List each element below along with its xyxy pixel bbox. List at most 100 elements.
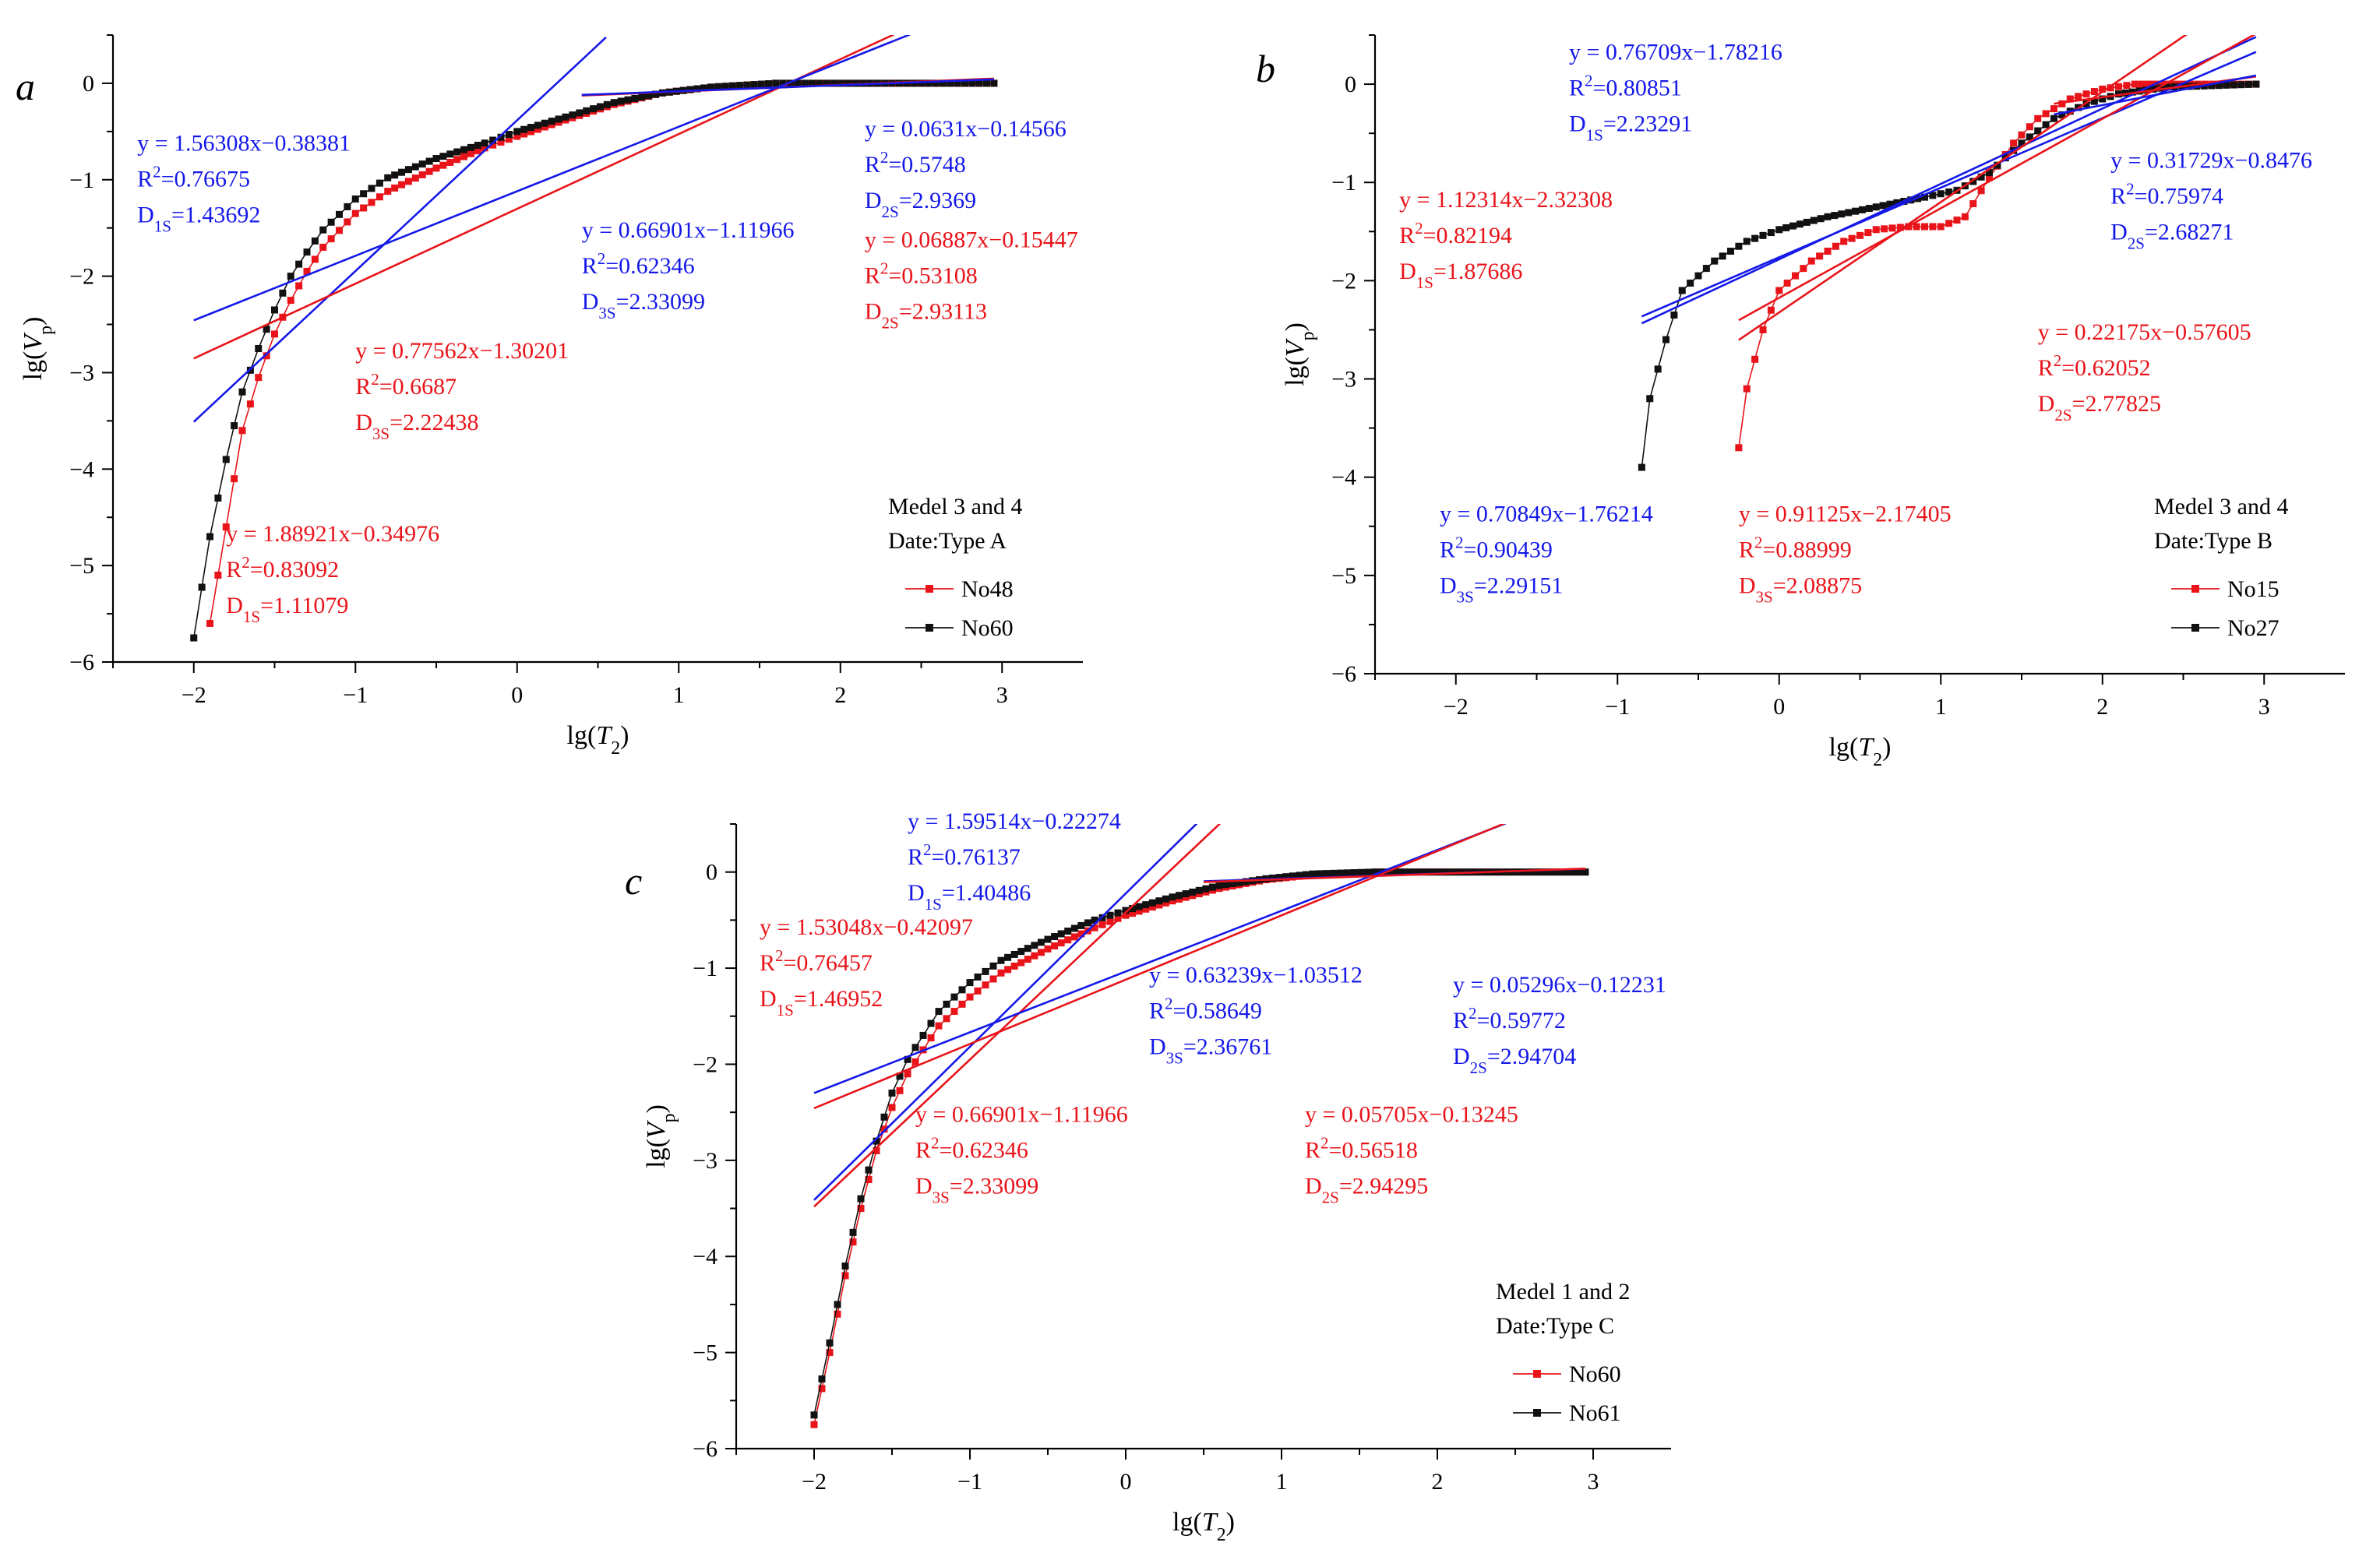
y-axis-title-group: lg(Vp) <box>1281 322 1318 386</box>
fit-equation: y = 0.76709x−1.78216 <box>1569 40 1782 65</box>
data-point-no15 <box>1921 223 1928 231</box>
data-point-no61 <box>1546 868 1554 876</box>
data-point-no61 <box>1448 868 1456 876</box>
data-point-no60 <box>263 326 270 333</box>
data-point-no61 <box>1229 879 1236 887</box>
fit-line-blue-2 <box>193 35 911 322</box>
x-tick-label: −1 <box>343 682 368 708</box>
y-tick-label: −6 <box>69 650 94 675</box>
data-point-no60 <box>925 79 933 87</box>
fit-annotation: y = 0.0631x−0.14566 R2=0.5748 D2S=2.9369 <box>865 116 1067 221</box>
data-point-no60 <box>940 79 947 87</box>
data-point-no48 <box>467 150 474 157</box>
plot-area <box>810 824 1589 1428</box>
data-point-no15 <box>2145 80 2153 88</box>
data-point-no48 <box>391 184 399 192</box>
data-point-no48 <box>295 282 303 290</box>
data-point-no60 <box>446 150 454 158</box>
data-point-no60 <box>958 1000 966 1008</box>
x-tick-label: −1 <box>1605 694 1630 720</box>
series-line-no15 <box>1738 83 2256 448</box>
data-point-no15 <box>2099 85 2107 93</box>
data-point-no61 <box>927 1019 935 1027</box>
data-point-no60 <box>954 79 961 87</box>
data-point-no60 <box>818 1385 826 1393</box>
data-point-no60 <box>1017 959 1025 967</box>
data-point-no61 <box>1148 899 1156 907</box>
data-point-no48 <box>287 297 294 305</box>
fractal-dimension: D3S=2.29151 <box>1440 572 1563 606</box>
data-point-no15 <box>1977 187 1985 195</box>
x-tick-label: −2 <box>1444 694 1469 720</box>
data-point-no15 <box>1759 326 1767 333</box>
data-point-no60 <box>311 237 319 245</box>
data-point-no61 <box>935 1008 943 1016</box>
fit-line-blue-0 <box>192 37 607 423</box>
data-point-no15 <box>2058 100 2066 107</box>
y-tick-label: −4 <box>693 1244 718 1269</box>
data-point-no60 <box>927 1034 935 1042</box>
data-point-no61 <box>1017 948 1025 956</box>
data-point-no60 <box>336 210 343 218</box>
y-tick-label: −5 <box>693 1340 718 1366</box>
y-tick-label: −3 <box>69 360 94 386</box>
r-squared: R2=0.90439 <box>1440 533 1553 562</box>
data-point-no48 <box>311 255 319 263</box>
data-point-no27 <box>2149 85 2157 93</box>
x-tick-label: 1 <box>673 682 685 708</box>
data-point-no61 <box>1037 938 1045 946</box>
fractal-dimension: D3S=2.36761 <box>1149 1034 1272 1068</box>
fit-equation: y = 0.0631x−0.14566 <box>865 116 1067 142</box>
data-point-no61 <box>919 1031 927 1039</box>
data-point-no60 <box>1091 924 1098 931</box>
data-point-no60 <box>631 94 639 102</box>
data-point-no61 <box>1236 879 1243 886</box>
data-point-no61 <box>1330 869 1338 877</box>
data-point-no60 <box>295 260 303 268</box>
fit-line-blue-5 <box>2054 74 2257 116</box>
data-point-no60 <box>1064 936 1072 944</box>
data-point-no27 <box>2142 86 2150 94</box>
data-point-no61 <box>958 986 966 994</box>
x-tick-label: −2 <box>182 682 206 708</box>
r-squared: R2=0.76675 <box>137 163 250 192</box>
fit-annotation: y = 0.06887x−0.15447 R2=0.53108 D2S=2.9311… <box>865 227 1078 332</box>
data-point-no27 <box>1694 272 1702 280</box>
data-point-no61 <box>1122 907 1130 914</box>
data-point-no15 <box>2082 90 2090 98</box>
data-point-no60 <box>837 79 845 87</box>
data-point-no60 <box>823 79 830 87</box>
fractal-dimension: D1S=1.40486 <box>908 880 1031 914</box>
data-point-no15 <box>1775 287 1783 294</box>
data-point-no48 <box>505 136 513 143</box>
x-tick-label: 2 <box>2096 694 2108 720</box>
data-point-no48 <box>398 181 406 188</box>
x-axis-title: lg(T2) <box>1829 733 1892 770</box>
data-point-no60 <box>1114 914 1122 922</box>
data-point-no60 <box>1129 910 1137 917</box>
data-point-no48 <box>246 400 254 408</box>
data-point-no60 <box>1037 949 1045 956</box>
data-point-no60 <box>975 79 983 87</box>
data-point-no61 <box>1532 868 1540 876</box>
data-point-no60 <box>351 195 359 203</box>
data-point-no27 <box>1817 215 1825 223</box>
data-point-no61 <box>1399 868 1407 876</box>
data-point-no27 <box>1670 312 1678 319</box>
x-tick-label: 0 <box>1773 694 1785 720</box>
data-point-no61 <box>1441 868 1449 876</box>
y-tick-label: −3 <box>1331 367 1356 393</box>
data-point-no27 <box>1945 188 1953 196</box>
data-point-no60 <box>857 1205 865 1213</box>
fit-annotation: y = 0.22175x−0.57605 R2=0.62052 D2S=2.7782… <box>2038 319 2251 424</box>
fit-equation: y = 0.66901x−1.11966 <box>915 1101 1128 1127</box>
data-point-no15 <box>2050 105 2057 113</box>
data-point-no15 <box>1824 248 1832 255</box>
data-point-no61 <box>1371 868 1379 876</box>
data-point-no60 <box>816 79 823 87</box>
data-point-no61 <box>888 1089 896 1097</box>
data-point-no60 <box>418 160 426 168</box>
data-point-no60 <box>808 79 816 87</box>
data-point-no15 <box>1872 226 1880 234</box>
data-point-no61 <box>1413 868 1421 876</box>
